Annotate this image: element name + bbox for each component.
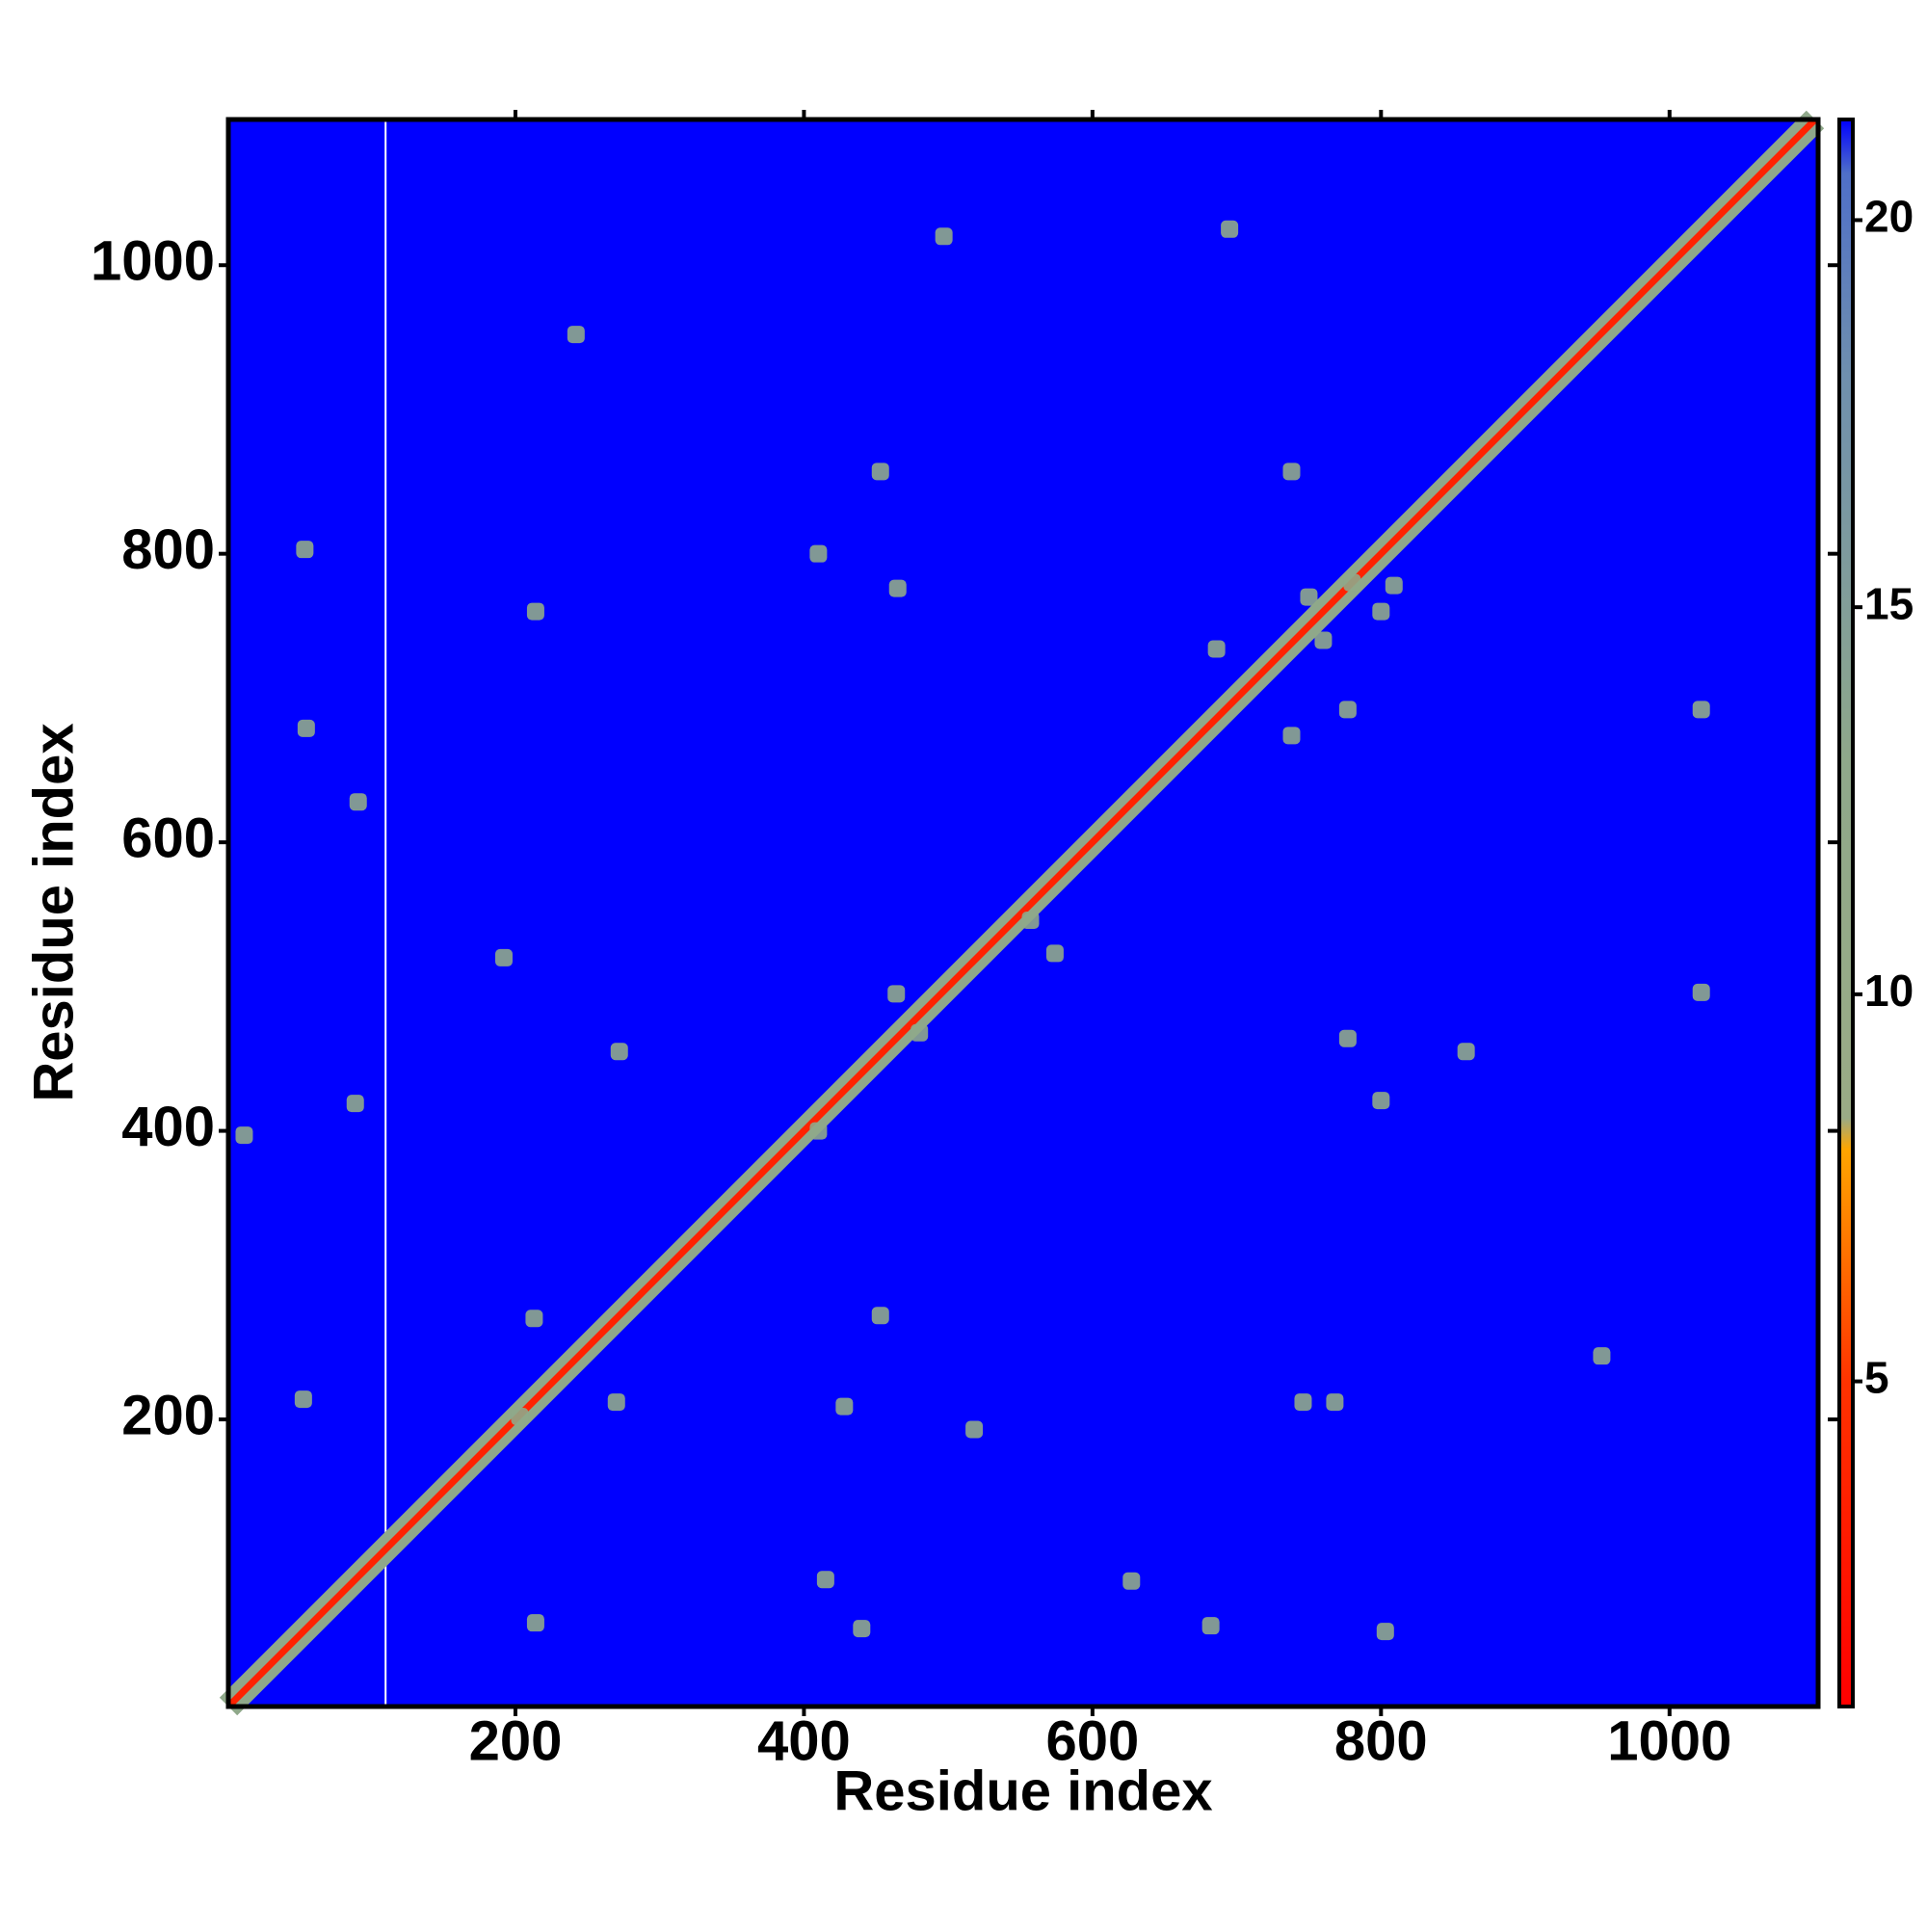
y-tick-label: 800	[121, 518, 215, 581]
x-tick-label: 1000	[1607, 1709, 1731, 1772]
y-axis-label: Residue index	[22, 723, 85, 1101]
contact	[494, 948, 513, 966]
contact	[911, 1023, 929, 1042]
contact	[965, 1420, 984, 1439]
contact	[349, 793, 367, 811]
contact	[1221, 220, 1239, 238]
contact	[610, 1043, 628, 1061]
contact	[1385, 576, 1403, 595]
contact	[526, 1614, 544, 1632]
contact	[1282, 463, 1301, 481]
contact	[1294, 1393, 1312, 1412]
x-tick-label: 400	[757, 1709, 851, 1772]
x-tick-label: 800	[1334, 1709, 1428, 1772]
colorbar	[1837, 118, 1855, 1708]
x-tick-label: 600	[1045, 1709, 1139, 1772]
contact	[1457, 1043, 1475, 1061]
contact	[835, 1397, 854, 1416]
x-axis-label: Residue index	[833, 1760, 1212, 1822]
x-tick-label: 200	[469, 1709, 563, 1772]
colorbar-tick-label: 15	[1864, 578, 1914, 628]
contact	[1326, 1393, 1344, 1412]
contact	[1282, 727, 1301, 745]
contact	[1692, 701, 1710, 719]
contact	[525, 1310, 543, 1328]
contact	[1338, 701, 1357, 719]
contact	[1201, 1617, 1220, 1635]
contact	[346, 1095, 364, 1113]
contact	[607, 1393, 625, 1412]
contact	[1343, 573, 1361, 592]
contact	[853, 1620, 871, 1638]
contact	[1338, 1029, 1357, 1047]
diagonal-core	[225, 117, 1818, 1709]
contact	[1300, 588, 1318, 606]
contact	[1692, 983, 1710, 1001]
contact	[871, 463, 889, 481]
contact	[935, 227, 953, 246]
plot-frame	[225, 117, 1821, 1709]
y-tick-label: 1000	[91, 230, 215, 293]
contact	[297, 719, 315, 737]
colorbar-tick-label: 5	[1864, 1353, 1889, 1403]
colorbar-tick-label: 10	[1864, 966, 1914, 1016]
contact	[526, 602, 544, 621]
y-tick-label: 400	[121, 1096, 215, 1158]
contact	[809, 1122, 828, 1140]
contact	[1207, 640, 1226, 658]
y-tick-label: 200	[121, 1384, 215, 1446]
contact	[294, 1390, 312, 1409]
contact	[1045, 944, 1064, 963]
contact	[1122, 1572, 1141, 1590]
y-tick-label: 600	[121, 807, 215, 869]
contact	[1372, 1092, 1390, 1110]
contact	[1372, 602, 1390, 621]
contact	[888, 579, 907, 597]
contact	[1314, 631, 1333, 649]
contact	[816, 1571, 834, 1589]
contact	[871, 1307, 889, 1325]
contact	[235, 1126, 253, 1145]
contact	[887, 985, 906, 1003]
contact	[511, 1408, 529, 1426]
contact	[1021, 911, 1040, 929]
contact	[809, 544, 828, 563]
colorbar-tick-label: 20	[1864, 192, 1914, 242]
contact	[1593, 1347, 1611, 1365]
contact	[296, 541, 314, 559]
contact	[567, 326, 585, 344]
contact	[1376, 1623, 1394, 1641]
